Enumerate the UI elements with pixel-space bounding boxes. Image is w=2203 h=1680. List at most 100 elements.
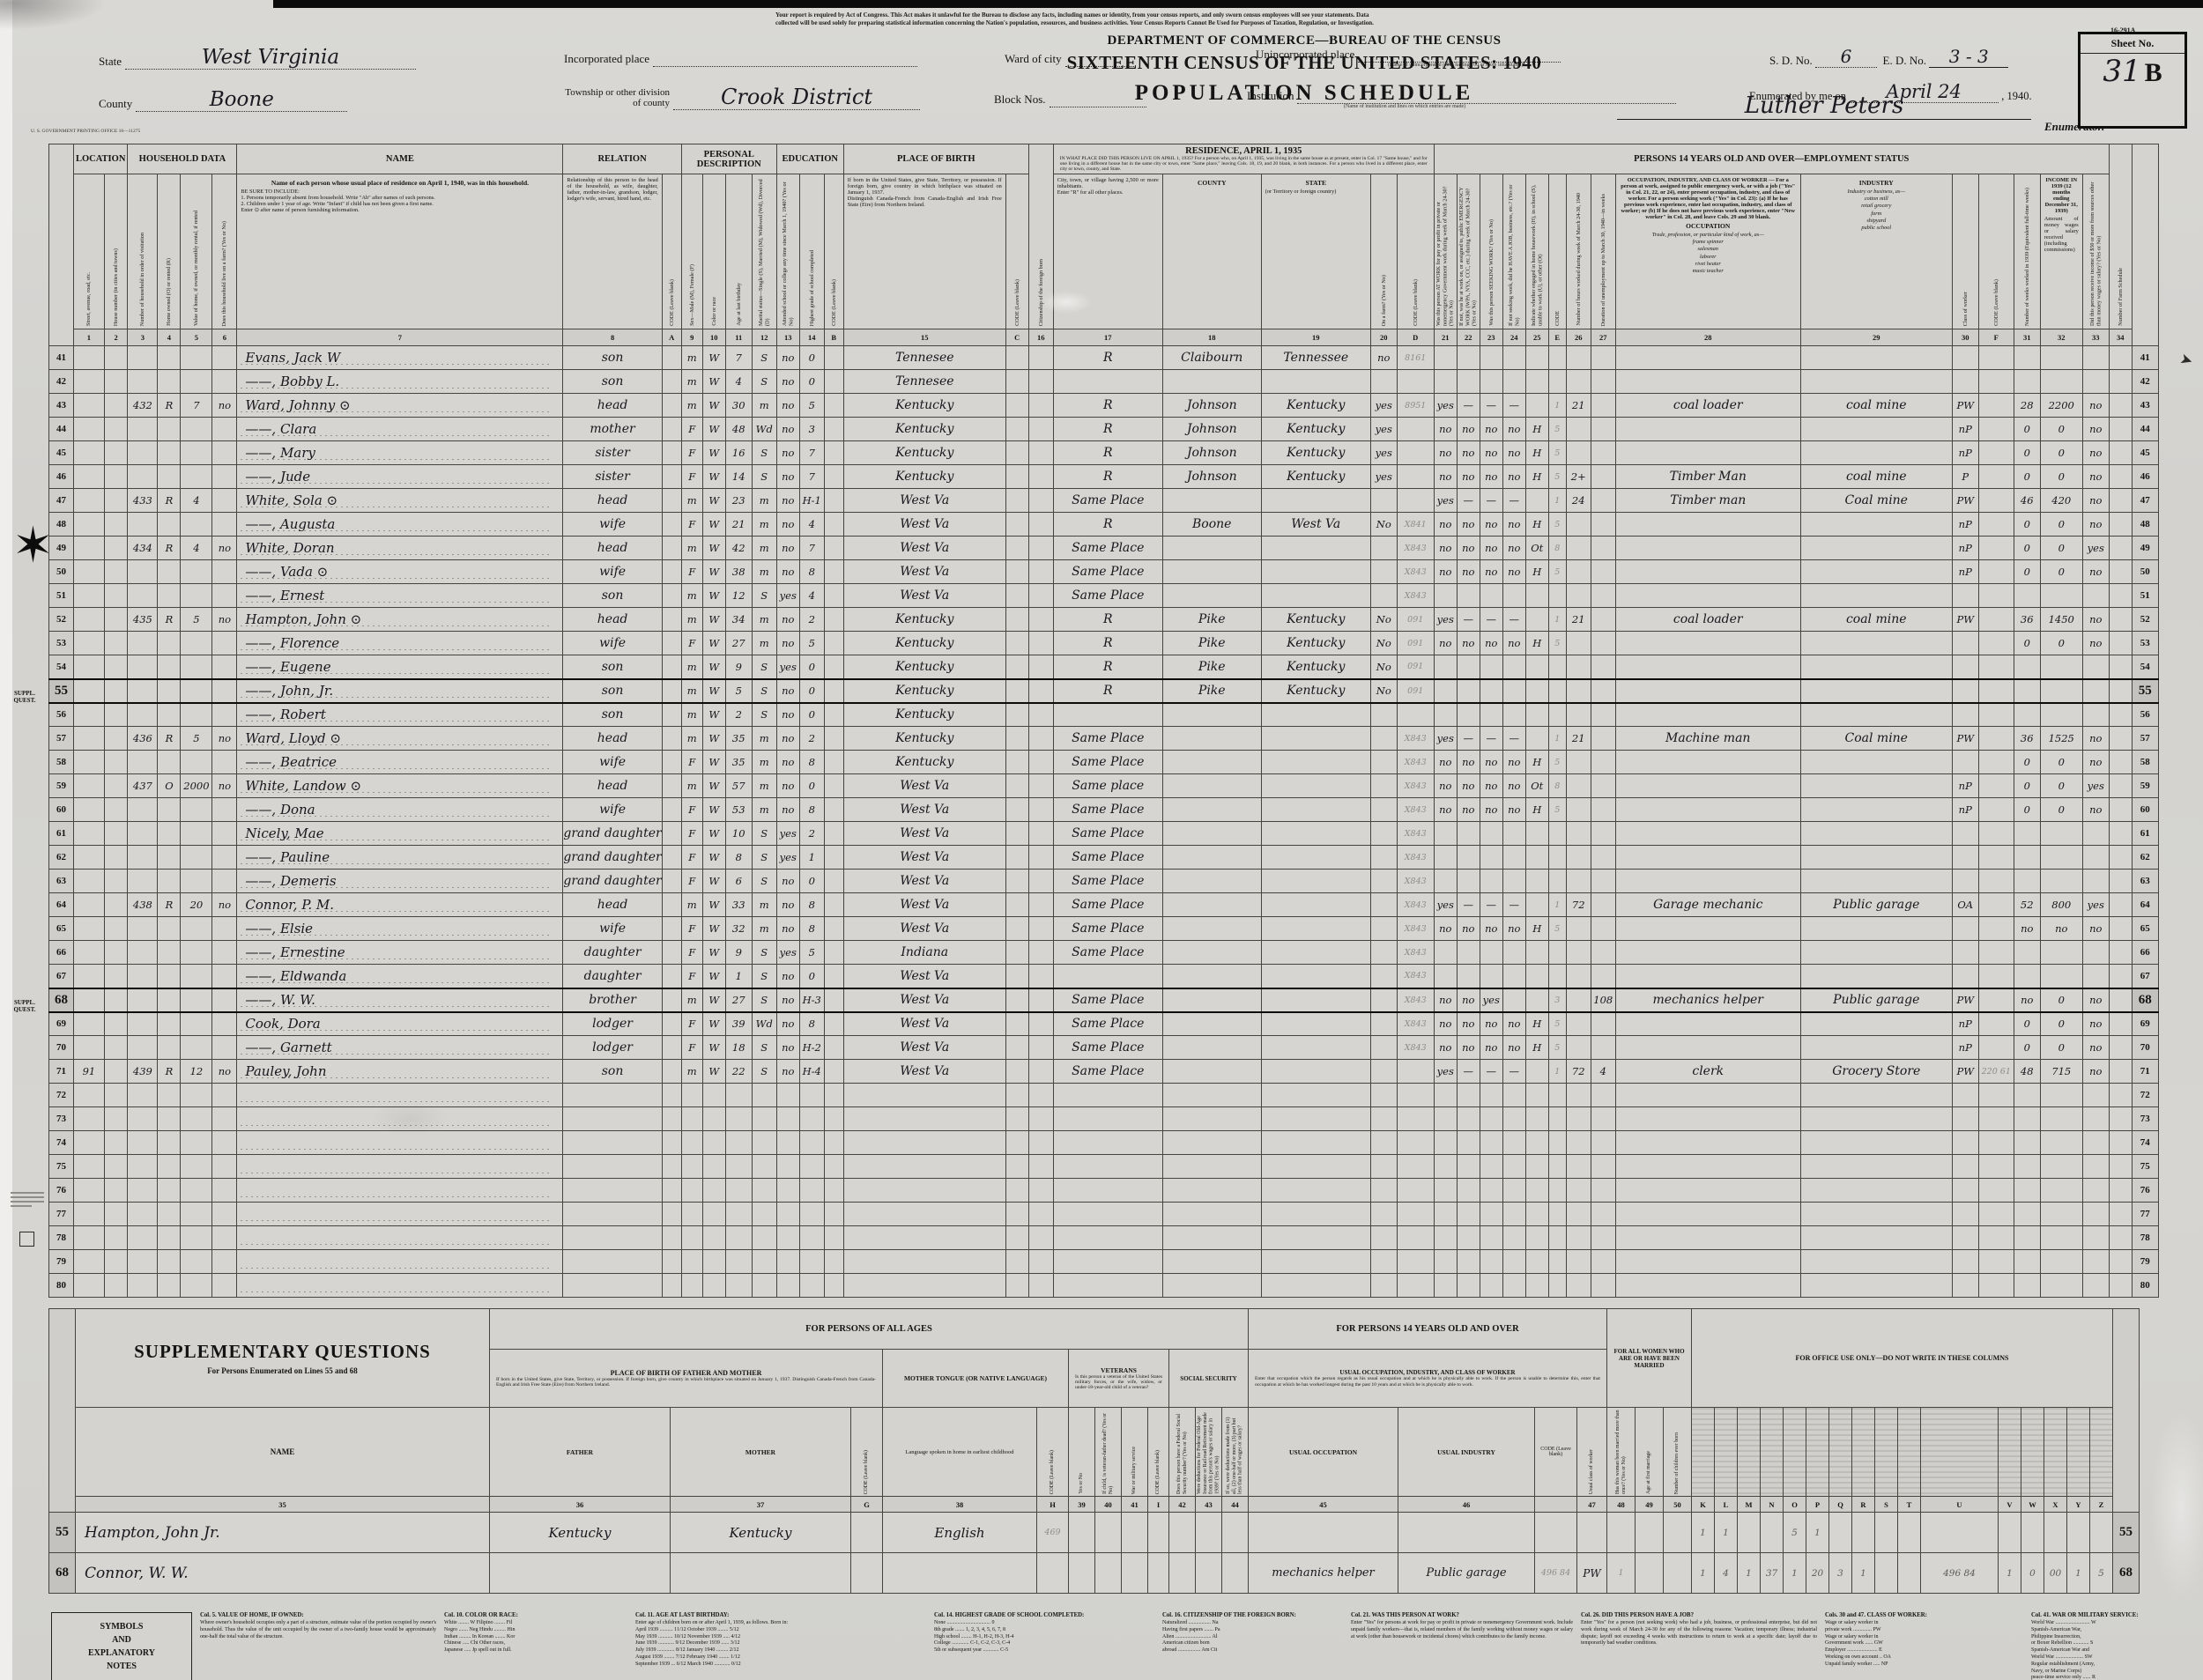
cell-ct (1027, 1225, 1054, 1250)
cell-cB (823, 583, 844, 608)
cell-h26: 72 (1565, 1059, 1591, 1084)
line-number: 55 (48, 677, 74, 704)
cell-cF (1977, 583, 2014, 608)
cell-oc (1614, 1202, 1801, 1226)
line-number: 58 (2131, 750, 2159, 774)
supp-column-number: V (1998, 1496, 2021, 1513)
cell-d27 (1590, 702, 1616, 727)
column-number: E (1547, 329, 1567, 346)
supp-column-number: Q (1828, 1496, 1852, 1513)
cell-w31: 48 (2013, 1059, 2041, 1084)
cell-h26 (1565, 1273, 1591, 1298)
cell-sx: m (680, 702, 703, 727)
cell-e21: no (1433, 750, 1458, 774)
cell-cD (1396, 488, 1435, 513)
cell-cB (823, 1225, 844, 1250)
cell-vl (180, 464, 213, 489)
cell-nm: ——, Vada ⊙ (236, 559, 564, 584)
cell-cF (1977, 821, 2014, 846)
cell-r18: Johnson (1161, 417, 1262, 441)
cell-h26 (1565, 1225, 1591, 1250)
sheet-number-label: Sheet No. (2081, 34, 2184, 54)
cell-oc (1614, 1106, 1801, 1131)
cell-r19 (1260, 726, 1371, 751)
cell-in (1799, 536, 1953, 560)
cell-cB (823, 1154, 844, 1179)
cell-cC (1005, 702, 1029, 727)
column-header-r17: City, town, or village having 2,500 or m… (1052, 174, 1163, 329)
cell-cE (1547, 1273, 1567, 1298)
cell-ag (724, 1273, 753, 1298)
cell-r18 (1161, 845, 1262, 870)
cell-st (73, 583, 105, 608)
cell-in: Coal mine (1799, 726, 1953, 751)
cell-e23: no (1479, 512, 1503, 537)
cell-gr: 2 (798, 726, 825, 751)
cell-in (1799, 677, 1953, 704)
cell-cA (661, 512, 682, 537)
cell-hs (103, 631, 129, 655)
cell-hs (103, 1011, 129, 1036)
cell-rel: son (562, 345, 663, 370)
cell-e25 (1524, 726, 1549, 751)
supp-column-number: S (1874, 1496, 1898, 1513)
cell-pb (842, 1249, 1006, 1274)
ward-label: Ward of city (1005, 52, 1062, 65)
legal-notice-line1: Your report is required by Act of Congre… (775, 11, 1369, 19)
cell-e25 (1524, 1154, 1549, 1179)
supp-group-pob: PLACE OF BIRTH OF FATHER AND MOTHER If bo… (489, 1349, 883, 1408)
cell-vl (180, 1011, 213, 1036)
cell-vl (180, 987, 213, 1013)
group-header: PERSONS 14 YEARS OLD AND OVER—EMPLOYMENT… (1433, 144, 2110, 174)
cell-oc: Timber man (1614, 488, 1801, 513)
cell-ra: W (701, 677, 726, 704)
cell-sc: yes (775, 583, 800, 608)
cell-ms (751, 1106, 777, 1131)
cell-e21: no (1433, 417, 1458, 441)
line-number: 51 (48, 583, 74, 608)
supp-col-header: Were deductions for Federal Old-Age Insu… (1195, 1407, 1222, 1497)
supp-group-women: FOR ALL WOMEN WHO ARE OR HAVE BEEN MARRI… (1606, 1308, 1692, 1408)
cell-sc (775, 1273, 800, 1298)
cell-o33 (2081, 1178, 2110, 1203)
cell-sc: no (775, 987, 800, 1013)
cell-e25 (1524, 677, 1549, 704)
cell-h26 (1565, 940, 1591, 965)
cell-cl: nP (1951, 773, 1979, 798)
supp-cell-office (1874, 1552, 1898, 1594)
cell-ms: S (751, 940, 777, 965)
cell-o33 (2081, 1154, 2110, 1179)
cell-cC (1005, 440, 1029, 465)
cell-in (1799, 1106, 1953, 1131)
cell-vl (180, 583, 213, 608)
line-number: 71 (48, 1059, 74, 1084)
cell-e24: — (1502, 892, 1526, 917)
cell-hh: 439 (127, 1059, 159, 1084)
cell-r17: Same Place (1052, 940, 1163, 965)
cell-e21: yes (1433, 892, 1458, 917)
cell-w32 (2039, 940, 2083, 965)
cell-vl (180, 916, 213, 941)
cell-fm (211, 345, 238, 370)
cell-ct (1027, 726, 1054, 751)
cell-fs (2108, 964, 2133, 988)
cell-fm (211, 583, 238, 608)
cell-o33 (2081, 1225, 2110, 1250)
cell-pb: West Va (842, 559, 1006, 584)
cell-nm: ——, Mary (236, 440, 564, 465)
cell-cF (1977, 1202, 2014, 1226)
supp-cell-office: 1 (1783, 1552, 1806, 1594)
cell-o33 (2081, 821, 2110, 846)
supp-line-number: 68 (48, 1552, 76, 1594)
cell-in (1799, 512, 1953, 537)
cell-ra (701, 1249, 726, 1274)
cell-e24: no (1502, 631, 1526, 655)
cell-h26 (1565, 583, 1591, 608)
cell-hh (127, 702, 159, 727)
cell-e25 (1524, 1273, 1549, 1298)
line-number: 49 (2131, 536, 2159, 560)
cell-pb (842, 1225, 1006, 1250)
cell-ag: 5 (724, 677, 753, 704)
cell-ms: m (751, 916, 777, 941)
